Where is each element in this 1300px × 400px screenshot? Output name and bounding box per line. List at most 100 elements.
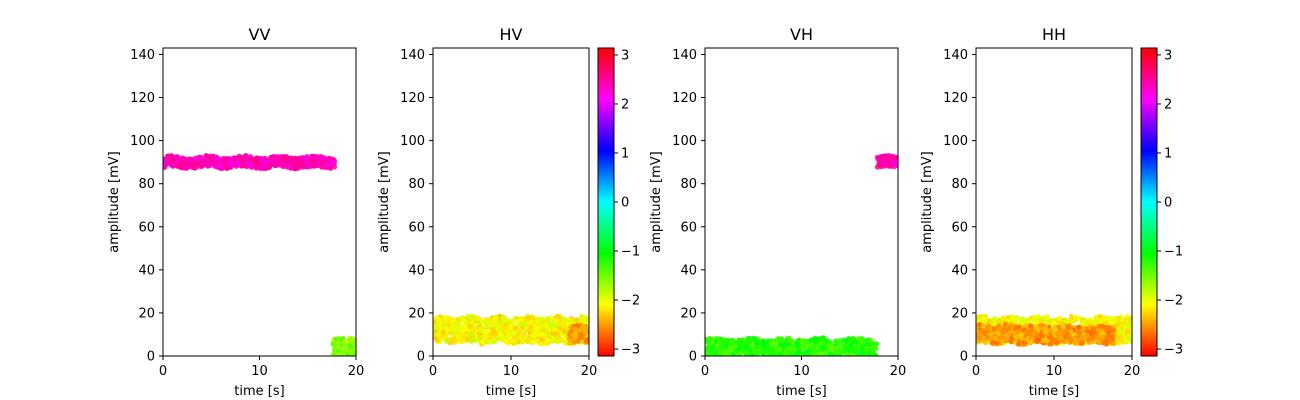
- data-point: [1049, 338, 1055, 344]
- data-point: [1073, 314, 1079, 321]
- data-point: [1068, 313, 1074, 319]
- y-tick-label: 60: [138, 220, 155, 235]
- data-point: [1035, 332, 1041, 338]
- data-point: [239, 159, 246, 165]
- data-point: [748, 346, 754, 352]
- y-tick-label: 0: [960, 350, 968, 365]
- data-point: [348, 344, 354, 350]
- data-point: [476, 320, 482, 326]
- data-point: [849, 344, 855, 350]
- data-point: [352, 349, 356, 355]
- data-point: [321, 159, 327, 165]
- data-point: [753, 340, 759, 347]
- data-point: [191, 163, 197, 169]
- data-point: [1000, 329, 1006, 335]
- data-point: [1011, 316, 1018, 322]
- data-point: [302, 155, 308, 161]
- y-tick-label: 80: [680, 177, 697, 192]
- data-point: [297, 156, 303, 162]
- data-point: [486, 334, 493, 341]
- data-point: [802, 353, 808, 356]
- data-point: [289, 162, 295, 168]
- data-point: [436, 332, 442, 338]
- data-point: [501, 324, 507, 331]
- x-tick-label: 10: [793, 364, 810, 379]
- data-point: [777, 351, 783, 356]
- data-point: [1076, 324, 1082, 330]
- data-point: [531, 332, 538, 339]
- data-point: [976, 315, 980, 321]
- y-tick-label: 20: [408, 306, 425, 321]
- data-point: [543, 318, 549, 324]
- axes-frame: [975, 47, 1133, 357]
- x-axis-label: time [s]: [486, 384, 536, 399]
- colorbar-tick-label: 0: [621, 196, 629, 211]
- data-point: [1125, 329, 1132, 335]
- data-point: [737, 340, 743, 346]
- panel-title: HH: [1042, 25, 1066, 44]
- data-point: [1121, 320, 1127, 326]
- colorbar-tick-label: −3: [621, 343, 640, 358]
- y-tick-label: 40: [408, 263, 425, 278]
- data-point: [519, 316, 525, 322]
- y-tick-label: 100: [672, 134, 697, 149]
- data-point: [271, 159, 277, 165]
- data-point: [989, 334, 995, 340]
- data-point: [214, 154, 220, 160]
- y-tick-label: 140: [130, 48, 155, 63]
- data-point: [586, 325, 589, 331]
- data-point: [874, 164, 881, 170]
- data-point: [983, 340, 989, 346]
- data-point: [996, 320, 1002, 326]
- data-point: [826, 347, 832, 353]
- data-point: [534, 325, 541, 331]
- data-point: [764, 342, 770, 348]
- x-tick-label: 10: [1046, 364, 1063, 379]
- y-axis-label: amplitude [mV]: [107, 151, 122, 253]
- data-point: [444, 326, 450, 333]
- data-point: [817, 336, 823, 342]
- data-point: [1124, 316, 1130, 322]
- data-point: [460, 333, 466, 339]
- data-point: [331, 346, 338, 353]
- data-point: [163, 158, 169, 165]
- data-point: [1012, 333, 1018, 339]
- axes-frame: [432, 47, 590, 357]
- data-point: [170, 163, 176, 169]
- data-point: [1029, 326, 1035, 332]
- data-point: [1122, 325, 1128, 331]
- data-point: [709, 349, 715, 355]
- data-point: [863, 353, 869, 356]
- data-point: [1115, 329, 1121, 335]
- data-point: [170, 157, 176, 164]
- data-point: [205, 159, 211, 165]
- data-point: [228, 156, 235, 162]
- data-point: [500, 315, 506, 321]
- data-point: [732, 342, 738, 348]
- data-point: [464, 337, 470, 343]
- data-point: [526, 315, 532, 321]
- data-point: [479, 328, 485, 334]
- data-points: [433, 313, 589, 347]
- data-point: [328, 163, 334, 169]
- data-point: [859, 339, 865, 345]
- y-tick-label: 100: [130, 134, 155, 149]
- data-point: [582, 314, 588, 320]
- x-axis-label: time [s]: [234, 384, 284, 399]
- y-tick-label: 0: [147, 350, 155, 365]
- data-point: [1068, 337, 1074, 343]
- colorbar-tick-label: 2: [1164, 97, 1172, 112]
- x-tick-label: 20: [581, 364, 598, 379]
- data-point: [1060, 324, 1066, 330]
- y-axis-label: amplitude [mV]: [377, 151, 392, 253]
- data-point: [530, 339, 536, 346]
- data-point: [224, 165, 230, 171]
- data-point: [449, 336, 455, 342]
- data-point: [1101, 315, 1107, 321]
- data-point: [811, 338, 817, 344]
- data-point: [992, 326, 998, 332]
- data-point: [506, 331, 513, 337]
- colorbar-tick-label: 1: [621, 146, 629, 161]
- data-point: [1107, 333, 1114, 339]
